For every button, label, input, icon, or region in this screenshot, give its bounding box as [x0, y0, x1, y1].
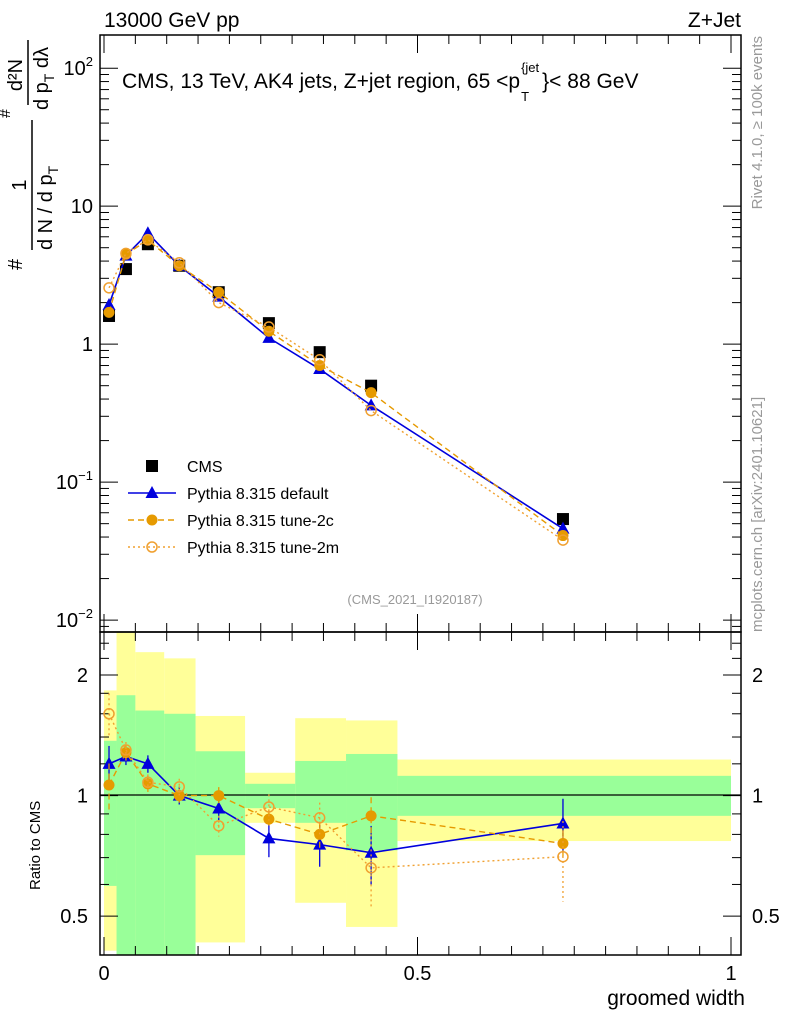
axis-ticks: 0 0.5 1 102 10 1 10−1 10−2 2 2 1 1 0.5 0.5	[56, 35, 780, 985]
ratio-point	[173, 790, 185, 802]
ratio-point	[103, 708, 115, 720]
data-point	[263, 321, 275, 333]
y-label-numerator-2: d²N	[5, 59, 27, 91]
ratio-y-axis-label: Ratio to CMS	[27, 801, 44, 890]
data-point	[556, 521, 570, 534]
chart-title-subscript: T	[521, 89, 529, 104]
data-point	[103, 282, 115, 294]
data-point	[262, 330, 276, 343]
data-point	[313, 354, 326, 366]
y-label-hash-2: #	[0, 109, 14, 118]
data-point	[212, 296, 225, 309]
data-point	[173, 256, 185, 269]
data-point	[556, 513, 569, 526]
legend-label: CMS	[187, 459, 223, 476]
x-tick-label: 0	[98, 963, 109, 985]
ratio-tick-label-right: 0.5	[752, 906, 780, 928]
data-point	[557, 534, 569, 546]
side-label-bottom: mcplots.cern.ch [arXiv:2401.10621]	[749, 397, 766, 632]
series-layer	[102, 226, 570, 910]
ratio-bands	[104, 632, 731, 955]
series-3	[103, 233, 569, 910]
ratio-tick-label-right: 2	[752, 665, 763, 687]
x-tick-label: 0.5	[404, 963, 432, 985]
y-label-denominator-2: d pT dλ	[31, 47, 57, 110]
data-point	[102, 298, 116, 311]
ratio-point	[120, 744, 132, 756]
green-band	[245, 783, 296, 809]
ratio-tick-label-right: 1	[752, 786, 763, 808]
x-tick-label: 1	[725, 963, 736, 985]
data-point	[213, 286, 225, 298]
side-label-top: Rivet 4.1.0, ≥ 100k events	[749, 36, 766, 209]
ratio-point	[213, 790, 225, 802]
y-label-numerator-1: 1	[9, 179, 31, 190]
ratio-point	[263, 813, 275, 825]
legend-label: Pythia 8.315 tune-2c	[187, 513, 334, 530]
ratio-point	[103, 779, 115, 791]
ratio-point	[262, 831, 276, 844]
ratio-point	[365, 862, 377, 874]
y-tick-label: 102	[64, 54, 93, 80]
x-axis-label: groomed width	[607, 987, 745, 1010]
green-band	[135, 710, 165, 955]
y-tick-label: 10−2	[56, 606, 93, 632]
legend-marker	[145, 486, 159, 498]
chart-title: CMS, 13 TeV, AK4 jets, Z+jet region, 65 …	[122, 70, 520, 93]
y-axis-label: # 1 d N / d pT # d²N d pT dλ	[0, 40, 61, 270]
ratio-point	[102, 756, 116, 769]
legend: CMS Pythia 8.315 default Pythia 8.315 tune…	[128, 459, 339, 557]
data-point	[262, 317, 275, 330]
data-point	[173, 260, 185, 272]
chart-title-superscript: {jet	[521, 60, 539, 75]
ratio-point	[365, 810, 377, 822]
ratio-line	[108, 751, 564, 845]
ratio-point	[142, 776, 154, 789]
legend-label: Pythia 8.315 default	[187, 486, 329, 503]
y-tick-label: 1	[82, 334, 93, 356]
main-line	[108, 239, 564, 537]
green-band	[116, 695, 136, 955]
ratio-point	[313, 812, 326, 824]
legend-marker	[146, 514, 158, 526]
ratio-frame	[99, 631, 742, 956]
y-tick-label: 10	[71, 196, 93, 218]
green-band	[397, 775, 731, 816]
legend-marker	[146, 460, 158, 472]
green-band	[164, 713, 196, 955]
main-line	[108, 238, 564, 541]
header-right: Z+Jet	[688, 9, 741, 32]
data-point	[103, 306, 115, 318]
green-band	[104, 740, 117, 886]
y-label-hash: #	[5, 258, 27, 270]
ratio-point	[173, 781, 185, 793]
ratio-point	[212, 801, 226, 814]
series-0	[103, 238, 569, 526]
analysis-id: (CMS_2021_I1920187)	[347, 592, 482, 607]
y-label-denominator-1: d N / d pT	[35, 165, 61, 250]
data-point	[365, 404, 377, 417]
ratio-point	[263, 801, 275, 813]
ratio-tick-label: 0.5	[60, 906, 88, 928]
ratio-point	[141, 756, 155, 769]
y-tick-label: 10−1	[56, 468, 93, 494]
legend-label: Pythia 8.315 tune-2m	[187, 540, 339, 557]
ratio-point	[557, 837, 569, 849]
ratio-point	[557, 850, 569, 863]
ratio-tick-label: 1	[77, 786, 88, 808]
ratio-tick-label: 2	[77, 665, 88, 687]
ratio-point	[364, 845, 378, 858]
data-point	[365, 387, 377, 399]
data-point	[142, 233, 154, 246]
legend-marker	[146, 541, 158, 553]
chart-title-end: }< 88 GeV	[542, 70, 638, 93]
ratio-point	[212, 820, 225, 832]
header-left: 13000 GeV pp	[104, 9, 239, 32]
series-2	[103, 234, 569, 858]
data-point	[120, 247, 132, 260]
data-point	[263, 325, 275, 337]
